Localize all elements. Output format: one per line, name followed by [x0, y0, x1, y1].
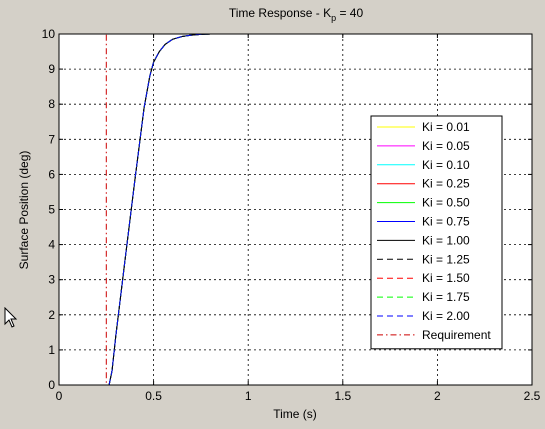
y-tick-label: 1 [48, 343, 55, 357]
chart-title: Time Response - Kp = 40 [229, 6, 364, 23]
y-tick-label: 5 [48, 203, 55, 217]
chart-title-main: Time Response - K [229, 6, 331, 20]
legend-label: Ki = 2.00 [422, 309, 470, 323]
y-tick-label: 6 [48, 167, 55, 181]
y-tick-label: 7 [48, 132, 55, 146]
y-tick-label: 0 [48, 378, 55, 392]
y-tick-label: 9 [48, 62, 55, 76]
legend-label: Ki = 1.00 [422, 233, 470, 247]
y-tick-label: 4 [48, 238, 55, 252]
legend-label: Ki = 1.75 [422, 290, 470, 304]
chart-title-subscript: p [331, 13, 336, 23]
legend-label: Ki = 0.50 [422, 196, 470, 210]
legend-label: Ki = 0.25 [422, 177, 470, 191]
legend-label: Ki = 0.75 [422, 215, 470, 229]
x-tick-label: 0 [56, 389, 63, 403]
x-tick-label: 1 [245, 389, 252, 403]
y-tick-label: 3 [48, 273, 55, 287]
x-tick-label: 1.5 [334, 389, 351, 403]
x-tick-label: 0.5 [145, 389, 162, 403]
legend: Ki = 0.01 Ki = 0.05 Ki = 0.10 Ki = 0.25 Ki =… [370, 115, 503, 350]
y-tick-label: 10 [42, 27, 56, 41]
legend-label: Ki = 0.10 [422, 158, 470, 172]
legend-label: Ki = 0.05 [422, 139, 470, 153]
x-tick-label: 2.5 [524, 389, 541, 403]
y-tick-label: 2 [48, 308, 55, 322]
x-tick-label: 2 [434, 389, 441, 403]
legend-label: Requirement [422, 328, 491, 342]
legend-label: Ki = 0.01 [422, 120, 470, 134]
y-tick-label: 8 [48, 97, 55, 111]
y-axis-label: Surface Position (deg) [17, 151, 31, 270]
mouse-pointer-icon [4, 307, 18, 328]
axis-ticks: 0 0.5 1 1.5 2 2.5 0 1 2 3 4 5 6 7 8 9 10 [42, 27, 541, 403]
x-axis-label: Time (s) [273, 407, 317, 421]
legend-box [370, 115, 503, 350]
legend-label: Ki = 1.25 [422, 252, 470, 266]
chart-title-suffix: = 40 [336, 6, 363, 20]
series-line-11 [59, 33, 532, 386]
legend-label: Ki = 1.50 [422, 271, 470, 285]
